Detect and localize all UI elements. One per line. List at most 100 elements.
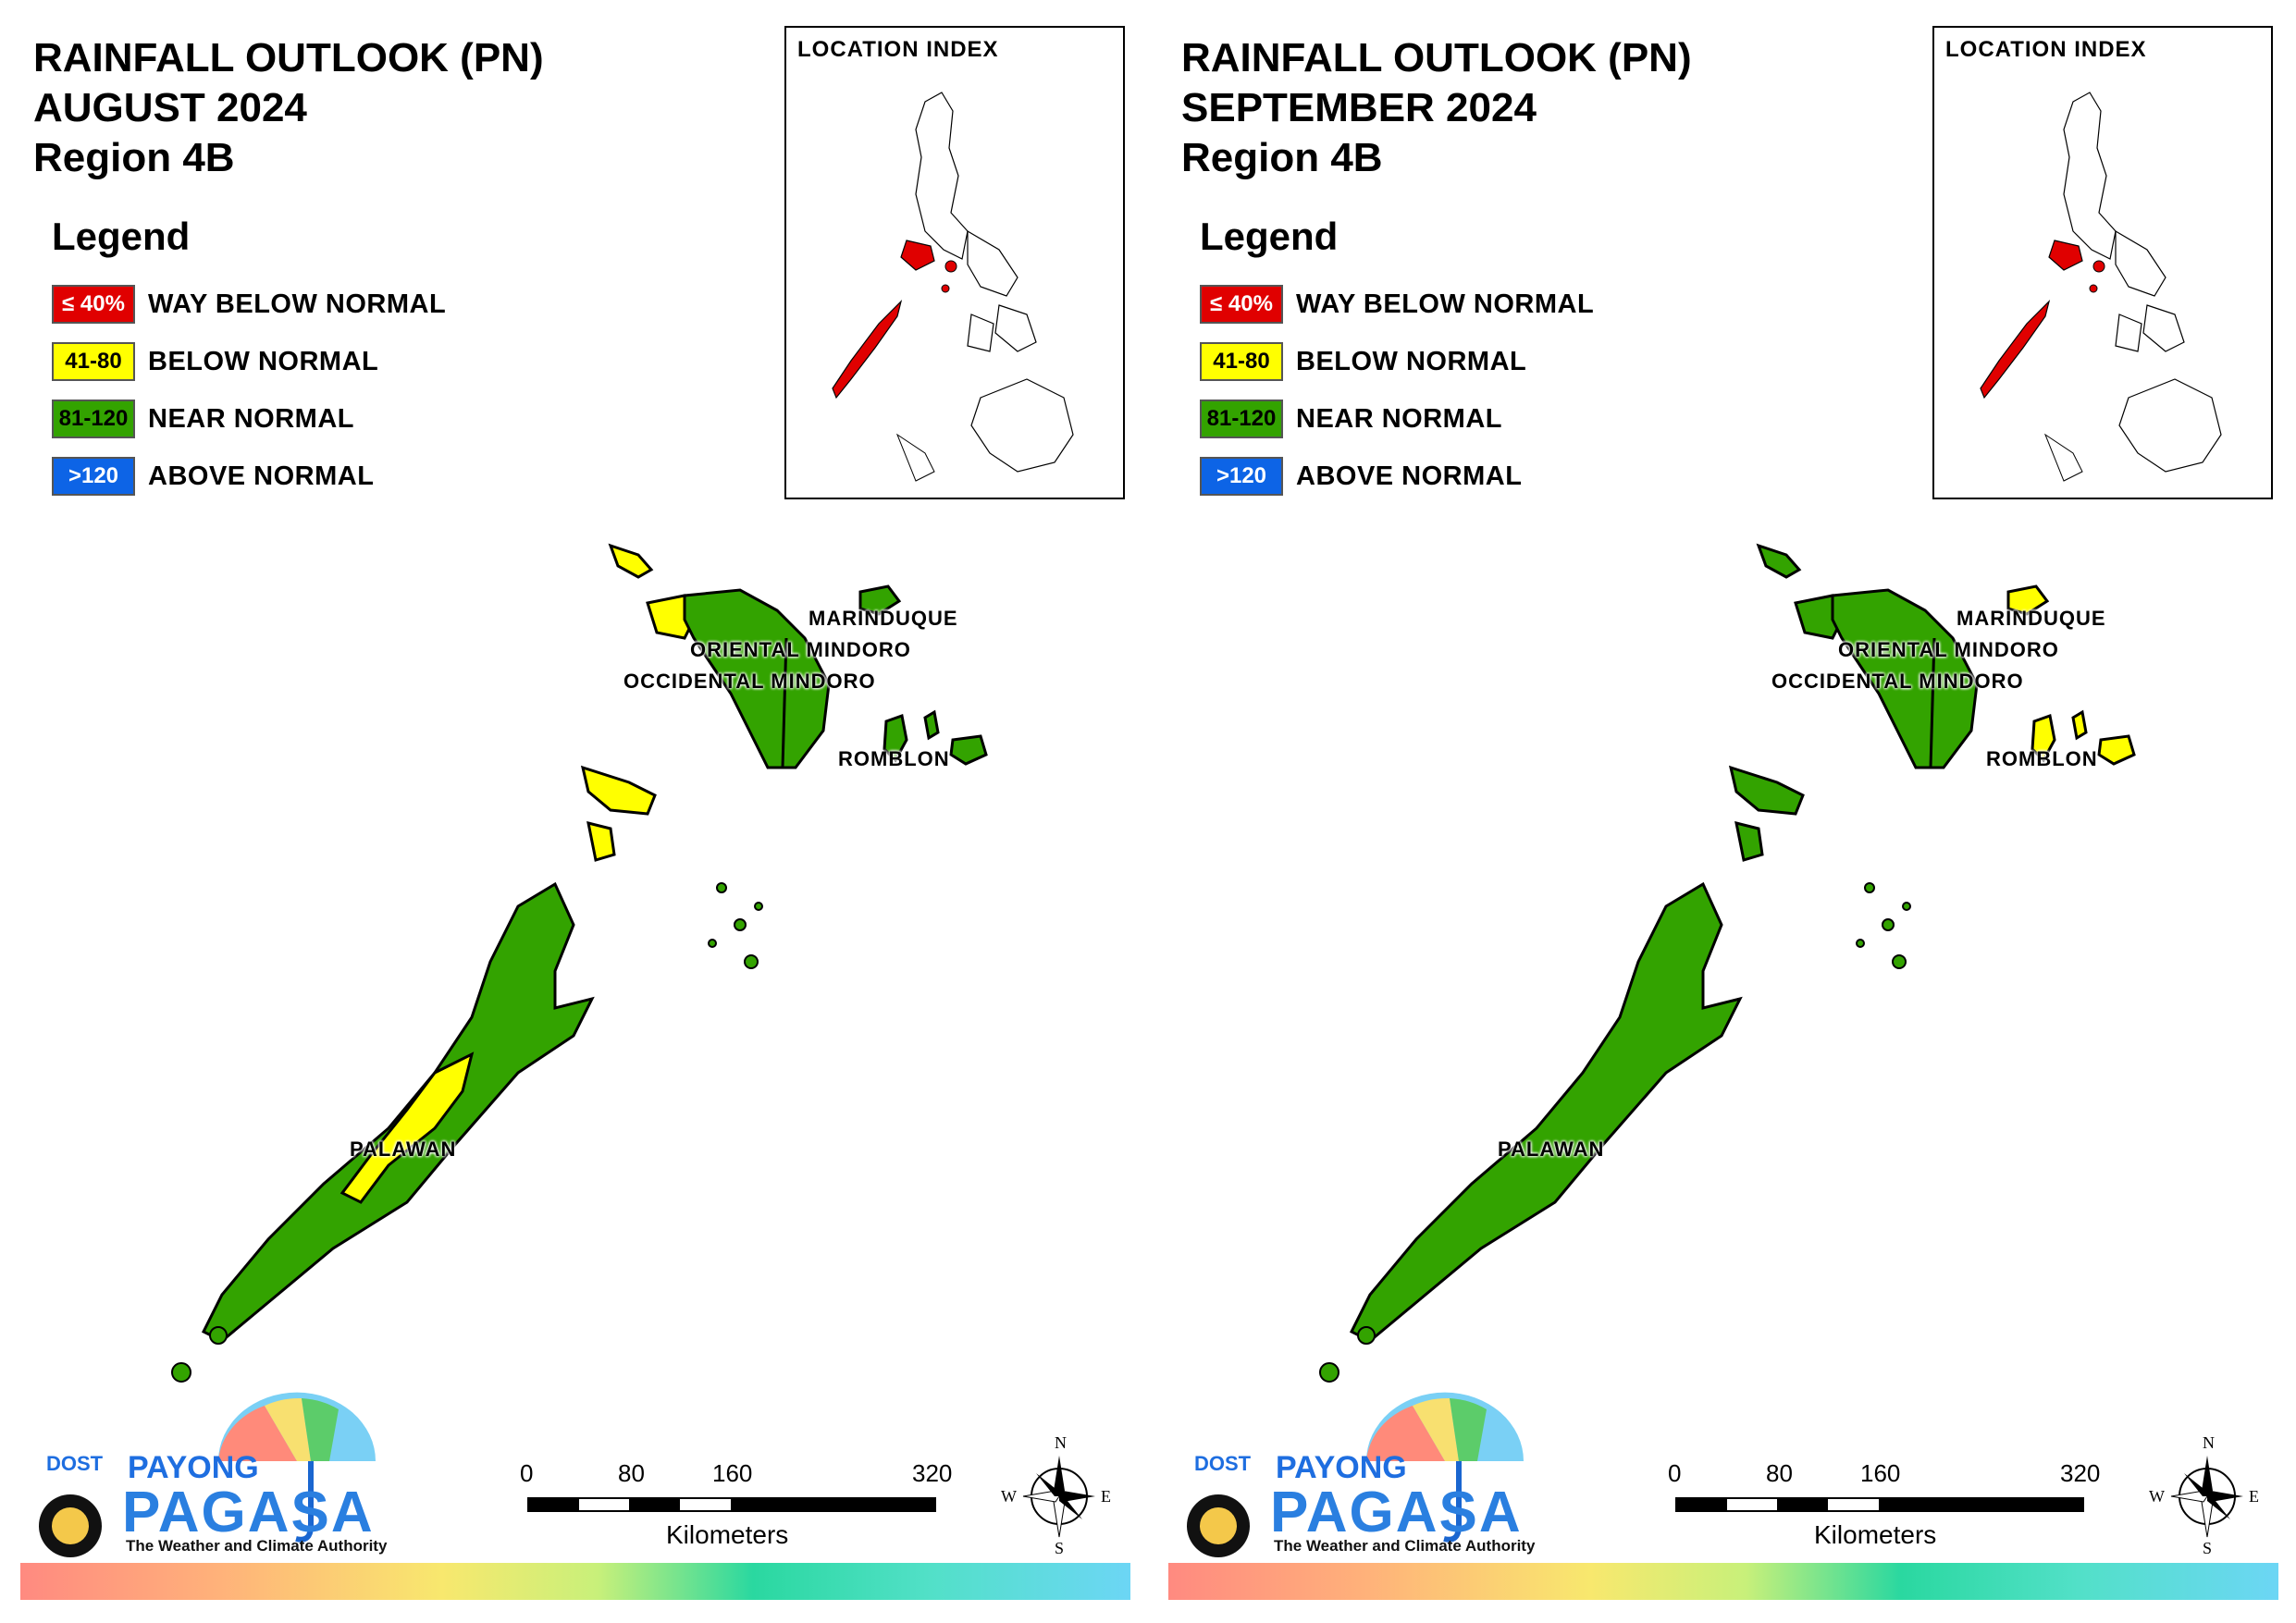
legend-swatch: 41-80 xyxy=(52,342,135,381)
compass-e: E xyxy=(2249,1487,2259,1506)
title-line-2: SEPTEMBER 2024 xyxy=(1181,85,1537,130)
legend-swatch: 81-120 xyxy=(1200,400,1283,438)
romblon-island xyxy=(2097,734,2136,766)
map-title: RAINFALL OUTLOOK (PN) AUGUST 2024 Region… xyxy=(33,33,544,183)
region-4b-map xyxy=(171,543,988,1383)
legend-label: NEAR NORMAL xyxy=(148,403,354,434)
palawan-island xyxy=(201,881,595,1343)
compass-s: S xyxy=(2203,1539,2213,1557)
philippines-index-map xyxy=(1980,92,2222,482)
label-romblon: ROMBLON xyxy=(1986,747,2098,770)
mindoro-island xyxy=(1831,588,1979,769)
legend-item-near: 81-120 NEAR NORMAL xyxy=(1200,390,1594,448)
legend-swatch: 41-80 xyxy=(1200,342,1283,381)
mindoro-island xyxy=(683,588,831,769)
location-index-title: LOCATION INDEX xyxy=(797,37,999,62)
scale-unit: Kilometers xyxy=(1814,1520,1937,1549)
compass-e: E xyxy=(1101,1487,1111,1506)
marinduque-island xyxy=(2006,584,2050,616)
legend-swatch: >120 xyxy=(52,457,135,496)
label-marinduque: MARINDUQUE xyxy=(809,607,958,630)
legend-item-above: >120 ABOVE NORMAL xyxy=(52,448,446,505)
label-palawan: PALAWAN xyxy=(350,1137,457,1161)
location-index-inset: LOCATION INDEX xyxy=(784,26,1125,499)
label-oriental-mindoro: ORIENTAL MINDORO xyxy=(690,638,911,661)
romblon-island xyxy=(883,714,908,763)
footer-gradient-bar xyxy=(20,1563,1130,1600)
compass-w: W xyxy=(2149,1487,2165,1506)
compass-rose-icon xyxy=(2170,1456,2243,1538)
legend: Legend ≤ 40% WAY BELOW NORMAL 41-80 BELO… xyxy=(1200,215,1594,505)
legend-label: BELOW NORMAL xyxy=(1296,346,1527,376)
title-line-2: AUGUST 2024 xyxy=(33,85,307,130)
scale-tick: 0 xyxy=(1668,1459,1682,1487)
scale-bar-graphic xyxy=(527,1497,936,1512)
umbrella-icon xyxy=(1187,1392,1524,1557)
legend-label: ABOVE NORMAL xyxy=(148,461,375,491)
label-occidental-mindoro: OCCIDENTAL MINDORO xyxy=(1771,670,2024,693)
compass-n: N xyxy=(2203,1433,2215,1452)
umbrella-icon xyxy=(39,1392,376,1557)
compass-n: N xyxy=(1055,1433,1067,1452)
legend-swatch: >120 xyxy=(1200,457,1283,496)
legend-label: ABOVE NORMAL xyxy=(1296,461,1523,491)
legend-swatch: ≤ 40% xyxy=(1200,285,1283,324)
logo-tagline: The Weather and Climate Authority xyxy=(126,1537,388,1555)
location-index-inset: LOCATION INDEX xyxy=(1932,26,2273,499)
label-palawan: PALAWAN xyxy=(1498,1137,1605,1161)
legend: Legend ≤ 40% WAY BELOW NORMAL 41-80 BELO… xyxy=(52,215,446,505)
romblon-island xyxy=(2031,714,2056,763)
legend-label: BELOW NORMAL xyxy=(148,346,379,376)
north-arrow-compass: N S W E xyxy=(1001,1433,1111,1557)
romblon-island xyxy=(923,709,940,741)
payong-pagasa-logo: DOST PAYONG PAGASA The Weather and Clima… xyxy=(33,1387,394,1572)
legend-swatch: 81-120 xyxy=(52,400,135,438)
payong-pagasa-logo: DOST PAYONG PAGASA The Weather and Clima… xyxy=(1181,1387,1542,1572)
scale-tick: 160 xyxy=(1860,1459,1901,1487)
map-title: RAINFALL OUTLOOK (PN) SEPTEMBER 2024 Reg… xyxy=(1181,33,1692,183)
logo-pagasa: PAGASA xyxy=(1270,1481,1523,1544)
scale-bar-graphic xyxy=(1675,1497,2084,1512)
compass-s: S xyxy=(1055,1539,1065,1557)
scale-bar: 0 80 160 320 Kilometers xyxy=(1668,1459,2100,1552)
title-line-3: Region 4B xyxy=(1181,135,1383,180)
logo-tagline: The Weather and Climate Authority xyxy=(1274,1537,1536,1555)
legend-heading: Legend xyxy=(1200,215,1339,258)
logo-pagasa: PAGASA xyxy=(122,1481,375,1544)
scale-tick: 0 xyxy=(520,1459,534,1487)
legend-item-way-below: ≤ 40% WAY BELOW NORMAL xyxy=(1200,276,1594,333)
calamian-islands xyxy=(580,765,657,816)
label-oriental-mindoro: ORIENTAL MINDORO xyxy=(1838,638,2059,661)
palawan-island xyxy=(1349,881,1743,1343)
scale-tick: 320 xyxy=(2060,1459,2101,1487)
legend-item-below: 41-80 BELOW NORMAL xyxy=(52,333,446,390)
title-line-1: RAINFALL OUTLOOK (PN) xyxy=(1181,35,1692,80)
romblon-island xyxy=(2071,709,2088,741)
legend-heading: Legend xyxy=(52,215,191,258)
calamian-islands xyxy=(1734,820,1764,862)
scale-tick: 320 xyxy=(912,1459,953,1487)
footer-gradient-bar xyxy=(1168,1563,2278,1600)
compass-w: W xyxy=(1001,1487,1017,1506)
scale-tick: 80 xyxy=(1766,1459,1793,1487)
legend-item-above: >120 ABOVE NORMAL xyxy=(1200,448,1594,505)
calamian-islands xyxy=(586,820,616,862)
compass-rose-icon xyxy=(1022,1456,1095,1538)
legend-item-below: 41-80 BELOW NORMAL xyxy=(1200,333,1594,390)
label-occidental-mindoro: OCCIDENTAL MINDORO xyxy=(623,670,876,693)
north-arrow-compass: N S W E xyxy=(2149,1433,2259,1557)
map-island xyxy=(1756,543,1802,579)
palawan-central-section xyxy=(339,1051,475,1204)
philippines-index-map xyxy=(832,92,1074,482)
marinduque-island xyxy=(858,584,902,616)
logo-dost: DOST xyxy=(1194,1452,1252,1475)
location-index-title: LOCATION INDEX xyxy=(1945,37,2147,62)
outlook-panel-august: RAINFALL OUTLOOK (PN) AUGUST 2024 Region… xyxy=(20,26,1130,1600)
legend-label: WAY BELOW NORMAL xyxy=(148,289,447,319)
map-island xyxy=(608,543,654,579)
scale-unit: Kilometers xyxy=(666,1520,789,1549)
title-line-1: RAINFALL OUTLOOK (PN) xyxy=(33,35,544,80)
logo-payong: PAYONG xyxy=(128,1450,259,1485)
label-romblon: ROMBLON xyxy=(838,747,950,770)
scale-bar: 0 80 160 320 Kilometers xyxy=(520,1459,952,1552)
